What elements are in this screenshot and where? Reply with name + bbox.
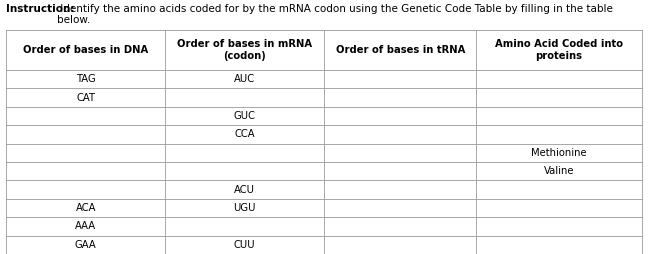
Text: ACA: ACA xyxy=(76,203,96,213)
Text: GUC: GUC xyxy=(234,111,255,121)
Text: TAG: TAG xyxy=(76,74,96,84)
Text: AAA: AAA xyxy=(75,221,97,231)
Text: Instruction:: Instruction: xyxy=(6,4,75,14)
Text: ACU: ACU xyxy=(234,185,255,195)
Text: AUC: AUC xyxy=(234,74,255,84)
Text: CCA: CCA xyxy=(235,129,255,139)
Text: Valine: Valine xyxy=(544,166,574,176)
Text: CUU: CUU xyxy=(234,240,255,250)
Text: Methionine: Methionine xyxy=(531,148,587,158)
Text: CAT: CAT xyxy=(76,93,95,103)
Text: Identify the amino acids coded for by the mRNA codon using the Genetic Code Tabl: Identify the amino acids coded for by th… xyxy=(57,4,613,25)
Text: Order of bases in tRNA: Order of bases in tRNA xyxy=(336,45,465,55)
Text: GAA: GAA xyxy=(75,240,97,250)
Text: Amino Acid Coded into
proteins: Amino Acid Coded into proteins xyxy=(495,39,623,61)
Text: Order of bases in mRNA
(codon): Order of bases in mRNA (codon) xyxy=(177,39,312,61)
Text: UGU: UGU xyxy=(233,203,256,213)
Text: Order of bases in DNA: Order of bases in DNA xyxy=(23,45,148,55)
